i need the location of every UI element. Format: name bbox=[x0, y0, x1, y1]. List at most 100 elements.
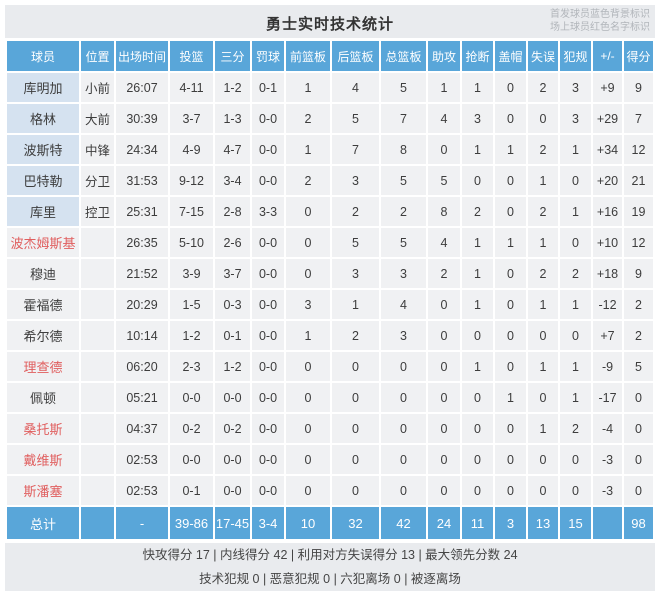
player-row: 桑托斯 04:37 0-2 0-2 0-0 0 0 0 0 0 0 1 2 -4 0 bbox=[7, 414, 653, 443]
stat-cell: 1 bbox=[286, 135, 330, 164]
stat-cell bbox=[81, 445, 114, 474]
stat-cell: 8 bbox=[428, 197, 460, 226]
stat-cell: 0 bbox=[495, 476, 526, 505]
stat-cell: 2 bbox=[428, 259, 460, 288]
player-row: 斯潘塞 02:53 0-1 0-0 0-0 0 0 0 0 0 0 0 0 -3 0 bbox=[7, 476, 653, 505]
stat-cell: 7 bbox=[624, 104, 653, 133]
stat-cell bbox=[81, 414, 114, 443]
stat-cell: 4 bbox=[428, 104, 460, 133]
stat-cell: 0 bbox=[381, 476, 426, 505]
stat-cell: 1 bbox=[462, 259, 493, 288]
stat-cell: 0-1 bbox=[215, 321, 250, 350]
stat-cell bbox=[81, 383, 114, 412]
stat-cell: 0 bbox=[286, 197, 330, 226]
stat-cell bbox=[81, 476, 114, 505]
stat-cell: 2 bbox=[332, 197, 379, 226]
stat-cell: 0 bbox=[495, 104, 526, 133]
column-header: 后篮板 bbox=[332, 41, 379, 71]
stat-cell: 0 bbox=[381, 414, 426, 443]
stat-cell: 26:07 bbox=[116, 73, 168, 102]
player-name: 桑托斯 bbox=[7, 414, 79, 443]
stat-cell: 0-1 bbox=[170, 476, 213, 505]
column-header: 投篮 bbox=[170, 41, 213, 71]
player-name: 格林 bbox=[7, 104, 79, 133]
stat-cell: 0 bbox=[624, 414, 653, 443]
stat-cell: - bbox=[116, 507, 168, 539]
player-name: 库明加 bbox=[7, 73, 79, 102]
stat-cell: 5-10 bbox=[170, 228, 213, 257]
stat-cell: 3 bbox=[286, 290, 330, 319]
stat-cell bbox=[81, 259, 114, 288]
stat-cell: 1 bbox=[428, 73, 460, 102]
stat-cell: 17-45 bbox=[215, 507, 250, 539]
stat-cell: 0 bbox=[428, 321, 460, 350]
stat-cell: 0 bbox=[462, 445, 493, 474]
column-header: 前篮板 bbox=[286, 41, 330, 71]
stat-cell: 1 bbox=[462, 228, 493, 257]
stat-cell: +10 bbox=[593, 228, 622, 257]
stat-cell: 2 bbox=[528, 135, 558, 164]
stat-cell: 0 bbox=[560, 321, 591, 350]
stat-cell: 0 bbox=[428, 290, 460, 319]
stat-cell: 4-11 bbox=[170, 73, 213, 102]
stat-cell: 3 bbox=[332, 166, 379, 195]
totals-row: 总计 -39-86 17-45 3-4 10 32 42 24 11 3 13 15 98 bbox=[7, 507, 653, 539]
stat-cell: 3-4 bbox=[252, 507, 284, 539]
column-header: 三分 bbox=[215, 41, 250, 71]
stat-cell: 0-0 bbox=[252, 476, 284, 505]
stat-cell: 0 bbox=[495, 352, 526, 381]
stat-cell: 大前 bbox=[81, 104, 114, 133]
legend: 首发球员蓝色背景标识 场上球员红色名字标识 bbox=[550, 8, 650, 34]
stat-cell: 3 bbox=[560, 104, 591, 133]
header-row: 球员 位置 出场时间 投篮 三分 罚球 前篮板 后篮板 总篮板 助攻 抢断 盖帽 失误 犯规 +/- 得分 bbox=[7, 41, 653, 71]
stat-cell: 0 bbox=[560, 476, 591, 505]
stat-cell: 0-0 bbox=[252, 321, 284, 350]
legend-starter-note: 首发球员蓝色背景标识 bbox=[550, 9, 650, 20]
stat-cell: 小前 bbox=[81, 73, 114, 102]
stat-cell: 11 bbox=[462, 507, 493, 539]
stat-cell: +16 bbox=[593, 197, 622, 226]
stat-cell: 42 bbox=[381, 507, 426, 539]
stat-cell: 3 bbox=[381, 259, 426, 288]
stat-cell: 4 bbox=[428, 228, 460, 257]
stat-cell: 7 bbox=[381, 104, 426, 133]
player-row: 霍福德 20:29 1-5 0-3 0-0 3 1 4 0 1 0 1 1 -12 2 bbox=[7, 290, 653, 319]
stat-cell: 2 bbox=[528, 259, 558, 288]
stat-cell: -9 bbox=[593, 352, 622, 381]
stat-cell: 24:34 bbox=[116, 135, 168, 164]
stat-cell: 05:21 bbox=[116, 383, 168, 412]
stat-cell: 1 bbox=[462, 73, 493, 102]
player-row: 波杰姆斯基 26:35 5-10 2-6 0-0 0 5 5 4 1 1 1 0 +10 12 bbox=[7, 228, 653, 257]
stat-cell: 2 bbox=[560, 259, 591, 288]
stat-cell: +29 bbox=[593, 104, 622, 133]
footer-summary-scoring: 快攻得分 17 | 内线得分 42 | 利用对方失误得分 13 | 最大领先分数… bbox=[142, 548, 518, 562]
stat-cell: 1 bbox=[462, 290, 493, 319]
stat-cell: 8 bbox=[381, 135, 426, 164]
stat-cell: 1 bbox=[560, 197, 591, 226]
stat-cell: 1 bbox=[560, 290, 591, 319]
player-row: 佩顿 05:21 0-0 0-0 0-0 0 0 0 0 0 1 0 1 -17 0 bbox=[7, 383, 653, 412]
column-header: 位置 bbox=[81, 41, 114, 71]
player-row: 理查德 06:20 2-3 1-2 0-0 0 0 0 0 1 0 1 1 -9 5 bbox=[7, 352, 653, 381]
stat-cell: 3-3 bbox=[252, 197, 284, 226]
stat-cell: 0 bbox=[495, 414, 526, 443]
stat-cell: 7 bbox=[332, 135, 379, 164]
player-row: 格林 大前 30:39 3-7 1-3 0-0 2 5 7 4 3 0 0 3 +29 7 bbox=[7, 104, 653, 133]
stat-cell: -3 bbox=[593, 445, 622, 474]
stat-cell: 3-7 bbox=[170, 104, 213, 133]
stat-cell: 2 bbox=[624, 290, 653, 319]
stat-cell: 0-1 bbox=[252, 73, 284, 102]
totals-label: 总计 bbox=[7, 507, 79, 539]
player-name: 波斯特 bbox=[7, 135, 79, 164]
stat-cell: 2 bbox=[381, 197, 426, 226]
stat-cell: 0-0 bbox=[252, 383, 284, 412]
stat-cell: 24 bbox=[428, 507, 460, 539]
stat-cell: 31:53 bbox=[116, 166, 168, 195]
stat-cell: 0 bbox=[624, 445, 653, 474]
stat-cell: 分卫 bbox=[81, 166, 114, 195]
stat-cell: 0 bbox=[495, 197, 526, 226]
player-row: 库里 控卫 25:31 7-15 2-8 3-3 0 2 2 8 2 0 2 1 +16 19 bbox=[7, 197, 653, 226]
column-header: 球员 bbox=[7, 41, 79, 71]
stat-cell: 3 bbox=[495, 507, 526, 539]
stat-cell: 1 bbox=[528, 352, 558, 381]
